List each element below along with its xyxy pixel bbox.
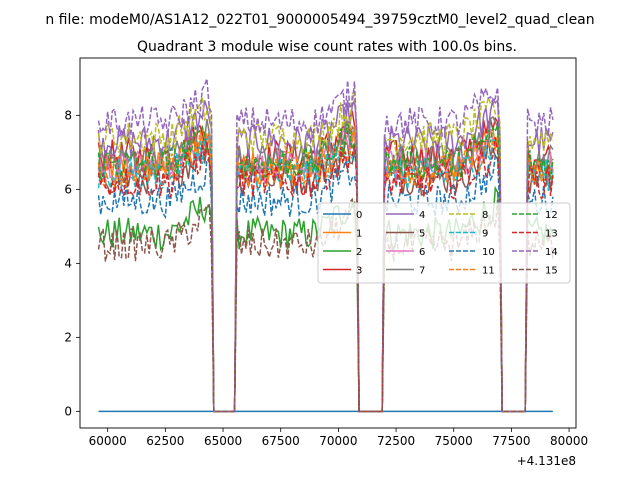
x-tick-label: 72500 — [377, 434, 415, 448]
legend-label-12: 12 — [545, 210, 558, 221]
legend-label-9: 9 — [482, 229, 488, 240]
series-line-13 — [97, 137, 554, 413]
legend-label-15: 15 — [545, 266, 558, 277]
legend-label-4: 4 — [419, 210, 425, 221]
y-tick-label: 8 — [64, 108, 72, 122]
x-tick-label: 77500 — [492, 434, 530, 448]
axis-ticks: 60000 62500 65000 67500 70000 72500 75000 77500… — [64, 108, 588, 448]
legend-label-0: 0 — [356, 210, 362, 221]
series-line-14 — [97, 78, 554, 413]
legend-label-10: 10 — [482, 247, 495, 258]
y-tick-label: 6 — [64, 182, 72, 196]
legend-label-1: 1 — [356, 229, 362, 240]
x-tick-label: 75000 — [435, 434, 473, 448]
legend-box — [317, 202, 571, 284]
chart-title: Quadrant 3 module wise count rates with … — [137, 39, 517, 55]
x-tick-label: 60000 — [89, 434, 127, 448]
legend-label-14: 14 — [545, 247, 558, 258]
y-tick-label: 2 — [64, 330, 72, 344]
x-offset-label: +4.131e8 — [517, 454, 576, 468]
legend-label-6: 6 — [419, 247, 425, 258]
series-line-8 — [97, 92, 554, 413]
figure-suptitle: n file: modeM0/AS1A12_022T01_9000005494_… — [45, 12, 594, 28]
legend-label-5: 5 — [419, 229, 425, 240]
legend-label-2: 2 — [356, 247, 362, 258]
x-tick-label: 65000 — [204, 434, 242, 448]
x-tick-label: 67500 — [262, 434, 300, 448]
legend-label-7: 7 — [419, 266, 425, 277]
series-line-12 — [97, 123, 554, 413]
legend-label-8: 8 — [482, 210, 488, 221]
plot-lines — [97, 78, 554, 413]
x-tick-label: 70000 — [319, 434, 357, 448]
x-tick-label: 80000 — [550, 434, 588, 448]
y-tick-label: 4 — [64, 256, 72, 270]
legend-label-11: 11 — [482, 266, 495, 277]
x-tick-label: 62500 — [146, 434, 184, 448]
plot-frame — [79, 57, 577, 429]
legend-label-13: 13 — [545, 229, 558, 240]
y-tick-label: 0 — [64, 404, 72, 418]
legend-label-3: 3 — [356, 266, 362, 277]
